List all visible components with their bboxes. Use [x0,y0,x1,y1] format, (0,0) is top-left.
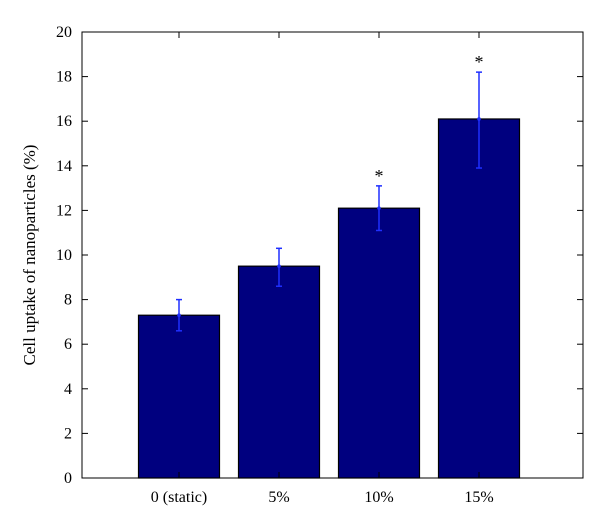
y-tick-label: 10 [56,247,72,264]
bar-3 [437,118,521,479]
bar-mean-dot-3 [477,117,481,121]
x-tick-label: 5% [268,489,289,506]
significance-marker-3: * [475,52,484,72]
x-tick-label: 10% [364,489,393,506]
x-tick-label: 0 (static) [151,489,207,506]
y-axis-label: Cell uptake of nanoparticles (%) [20,145,39,366]
bar-0 [137,314,221,479]
bar-mean-dot-0 [177,313,181,318]
y-axis: 0 2 4 6 8 10 12 14 16 18 20 [56,24,583,487]
significance-marker-2: * [375,166,384,186]
y-tick-label: 20 [56,24,72,41]
bar-1 [237,265,321,479]
bar-2 [337,207,421,479]
y-tick-label: 14 [56,158,72,175]
x-axis: 0 (static) 5% 10% 15% [151,32,494,506]
y-tick-label: 2 [64,425,72,442]
y-tick-label: 6 [64,336,72,353]
x-tick-label: 15% [464,489,493,506]
y-tick-label: 18 [56,69,72,86]
bar-mean-dot-2 [377,206,381,210]
y-tick-label: 4 [64,381,72,398]
bar-mean-dot-1 [277,264,281,268]
y-tick-label: 8 [64,292,72,309]
y-tick-label: 12 [56,202,72,219]
y-tick-label: 16 [56,113,72,130]
y-tick-label: 0 [64,470,72,487]
